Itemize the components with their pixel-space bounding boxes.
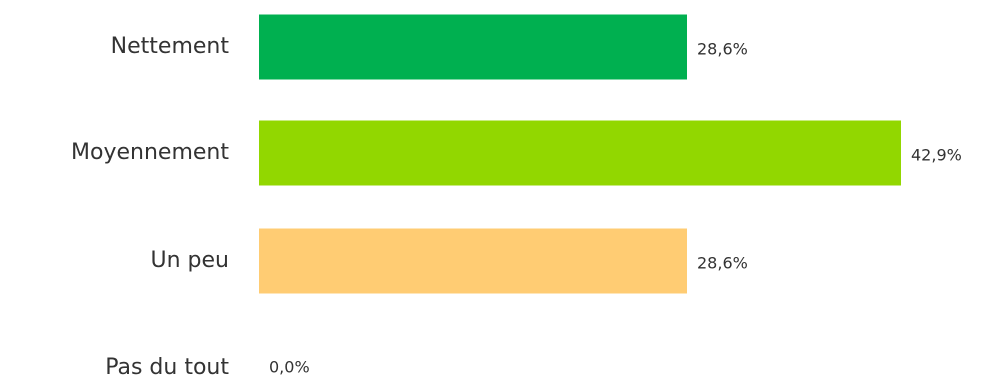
bar — [259, 120, 901, 186]
bar — [259, 14, 687, 80]
category-label: Moyennement — [71, 140, 229, 165]
bar — [259, 228, 687, 294]
value-label: 42,9% — [911, 146, 962, 165]
category-label: Nettement — [111, 34, 230, 59]
category-label: Pas du tout — [105, 355, 229, 380]
category-label: Un peu — [151, 248, 229, 273]
value-label: 28,6% — [697, 254, 748, 273]
value-label: 0,0% — [269, 358, 310, 377]
value-label: 28,6% — [697, 40, 748, 59]
